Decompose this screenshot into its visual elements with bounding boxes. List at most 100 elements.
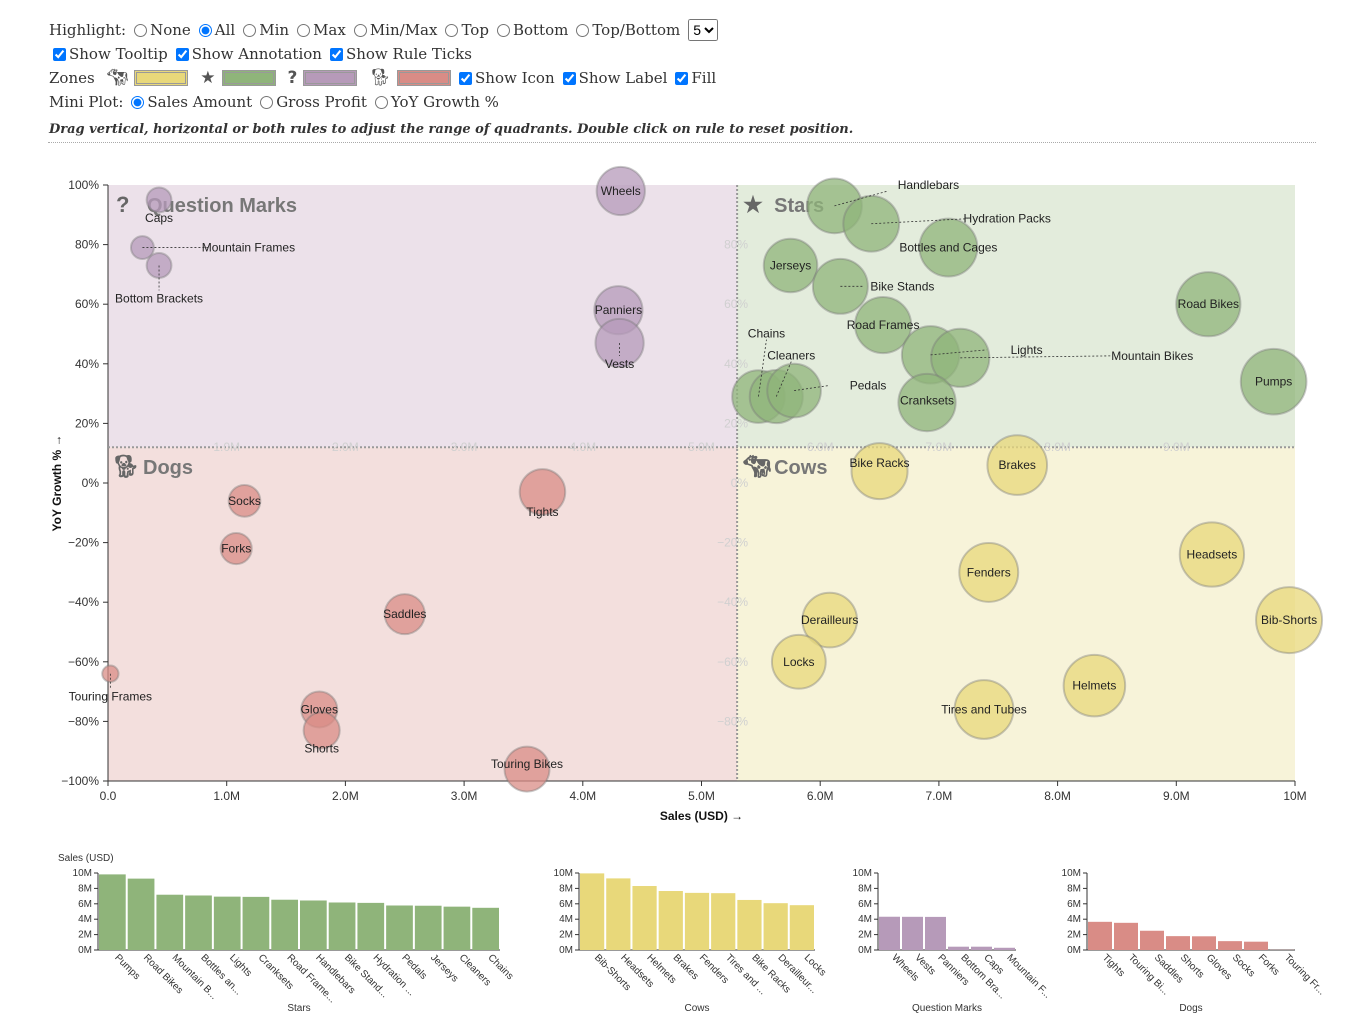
bubble-label: Handlebars — [898, 178, 959, 192]
mini-y-tick-label: 4M — [559, 914, 573, 925]
bubble-label: Cranksets — [900, 394, 954, 408]
mini-bar-label: Lights — [227, 952, 254, 979]
bubble-label: Touring Bikes — [491, 757, 563, 771]
mini-plot-option[interactable]: YoY Growth % — [371, 90, 499, 114]
highlight-option[interactable]: Top — [441, 18, 489, 42]
bubble-cows — [1255, 586, 1324, 655]
mini-y-tick-label: 2M — [559, 930, 573, 941]
highlight-radio[interactable] — [496, 23, 510, 37]
annotation-connector — [960, 355, 1113, 359]
show-rule-ticks-checkbox[interactable] — [329, 47, 343, 61]
highlight-option[interactable]: Min/Max — [350, 18, 437, 42]
show-icon-checkbox[interactable] — [459, 71, 473, 85]
mini-bar-label: Socks — [1230, 952, 1257, 979]
quadrant-label-cows: Cows — [774, 457, 827, 479]
highlight-option-label: Top — [461, 21, 489, 39]
mini-plot-option[interactable]: Sales Amount — [127, 90, 252, 114]
y-tick-label: 40% — [75, 357, 99, 371]
bubble-label: Road Bikes — [1178, 297, 1239, 311]
highlight-option[interactable]: None — [130, 18, 191, 42]
mini-bar-dogs — [1114, 922, 1138, 950]
dogs-color-swatch[interactable] — [397, 70, 452, 86]
question-icon: ? — [287, 68, 298, 88]
show-label-checkbox[interactable] — [562, 71, 576, 85]
mini-bar-stars — [414, 905, 442, 950]
highlight-option[interactable]: Max — [293, 18, 346, 42]
highlight-radio[interactable] — [297, 23, 311, 37]
highlight-option[interactable]: Bottom — [493, 18, 568, 42]
bubble-label: Helmets — [1072, 679, 1116, 693]
rule-y-tick-label: −80% — [717, 714, 748, 728]
highlight-radio[interactable] — [198, 23, 212, 37]
mini-bar-label: Mountain F... — [1004, 952, 1052, 1000]
mini-bar-cows — [658, 891, 683, 950]
fill-checkbox[interactable] — [675, 71, 689, 85]
mini-plot-radio[interactable] — [260, 95, 274, 109]
bubble-dogs — [518, 468, 567, 516]
x-tick-label: 0.0 — [100, 789, 117, 803]
x-axis-title: Sales (USD) → — [660, 809, 743, 823]
mini-bar-dogs — [1192, 936, 1216, 950]
show-tooltip-checkbox[interactable] — [53, 47, 66, 61]
highlight-option[interactable]: Min — [239, 18, 289, 42]
fill-label: Fill — [691, 69, 717, 87]
highlight-radio[interactable] — [576, 23, 590, 37]
mini-y-tick-label: 0M — [1067, 945, 1081, 956]
bubble-label: Bottom Brackets — [115, 291, 203, 305]
highlight-radio[interactable] — [243, 23, 257, 37]
mini-bar-stars — [328, 902, 356, 950]
mini-plot-option-label: Sales Amount — [147, 93, 253, 111]
mini-bar-label: Pumps — [112, 952, 142, 982]
show-annotation-toggle[interactable]: Show Annotation — [172, 42, 322, 66]
mini-y-tick-label: 6M — [1067, 899, 1081, 910]
highlight-radio[interactable] — [445, 23, 459, 37]
highlight-option[interactable]: Top/Bottom — [572, 18, 680, 42]
bubble-label: Vests — [605, 357, 634, 371]
highlight-row: Highlight: None All Min Max Min/Max Top Bottom… — [49, 18, 720, 42]
mini-plot-radio[interactable] — [374, 95, 388, 109]
bubble-label: Gloves — [301, 702, 338, 716]
show-icon-toggle[interactable]: Show Icon — [455, 66, 555, 90]
rule-y-tick-label: 40% — [724, 357, 748, 371]
mini-bar-stars — [99, 874, 126, 950]
bubble-cows — [801, 591, 859, 649]
highlight-radio[interactable] — [134, 23, 148, 37]
show-label-toggle[interactable]: Show Label — [559, 66, 667, 90]
mini-y-tick-label: 4M — [78, 914, 92, 925]
cow-icon: 🐄︎ — [106, 68, 129, 88]
bubble-cows — [1178, 521, 1246, 588]
highlight-option-label: Top/Bottom — [592, 21, 681, 39]
mini-y-tick-label: 10M — [1062, 868, 1081, 879]
mini-bar-cows — [763, 903, 788, 950]
topn-select[interactable]: 5 — [688, 19, 719, 41]
mini-bar-dogs — [1244, 941, 1268, 950]
show-annotation-checkbox[interactable] — [175, 47, 189, 61]
bubble-label: Shorts — [304, 741, 339, 755]
highlight-option[interactable]: All — [195, 18, 235, 42]
stars-color-swatch[interactable] — [221, 70, 276, 86]
dogs-dog-icon: 🐕︎ — [112, 454, 140, 479]
cows-color-swatch[interactable] — [134, 70, 189, 86]
mini-bar-cows — [606, 878, 631, 950]
show-rule-ticks-toggle[interactable]: Show Rule Ticks — [326, 42, 472, 66]
x-tick-label: 3.0M — [451, 789, 478, 803]
mini-bar-stars — [300, 900, 327, 950]
rule-y-tick-label: −20% — [717, 536, 748, 550]
mini-plot-option[interactable]: Gross Profit — [256, 90, 367, 114]
fill-toggle[interactable]: Fill — [671, 66, 716, 90]
bubble-label: Caps — [145, 211, 173, 225]
bubble-question — [595, 165, 646, 217]
question-color-swatch[interactable] — [303, 70, 358, 86]
x-tick-label: 4.0M — [569, 789, 596, 803]
mini-y-tick-label: 2M — [78, 930, 92, 941]
highlight-radio[interactable] — [353, 23, 367, 37]
separator — [48, 142, 1316, 143]
bubble-stars — [766, 362, 822, 419]
mini-y-axis-title: Sales (USD) — [58, 853, 114, 864]
mini-plot-title-stars: Stars — [287, 1003, 310, 1014]
mini-plot-radio[interactable] — [131, 95, 145, 109]
mini-plot-label: Mini Plot: — [49, 93, 124, 111]
highlight-option-label: Max — [313, 21, 346, 39]
show-tooltip-toggle[interactable]: Show Tooltip — [49, 42, 168, 66]
mini-bar-stars — [271, 899, 298, 950]
